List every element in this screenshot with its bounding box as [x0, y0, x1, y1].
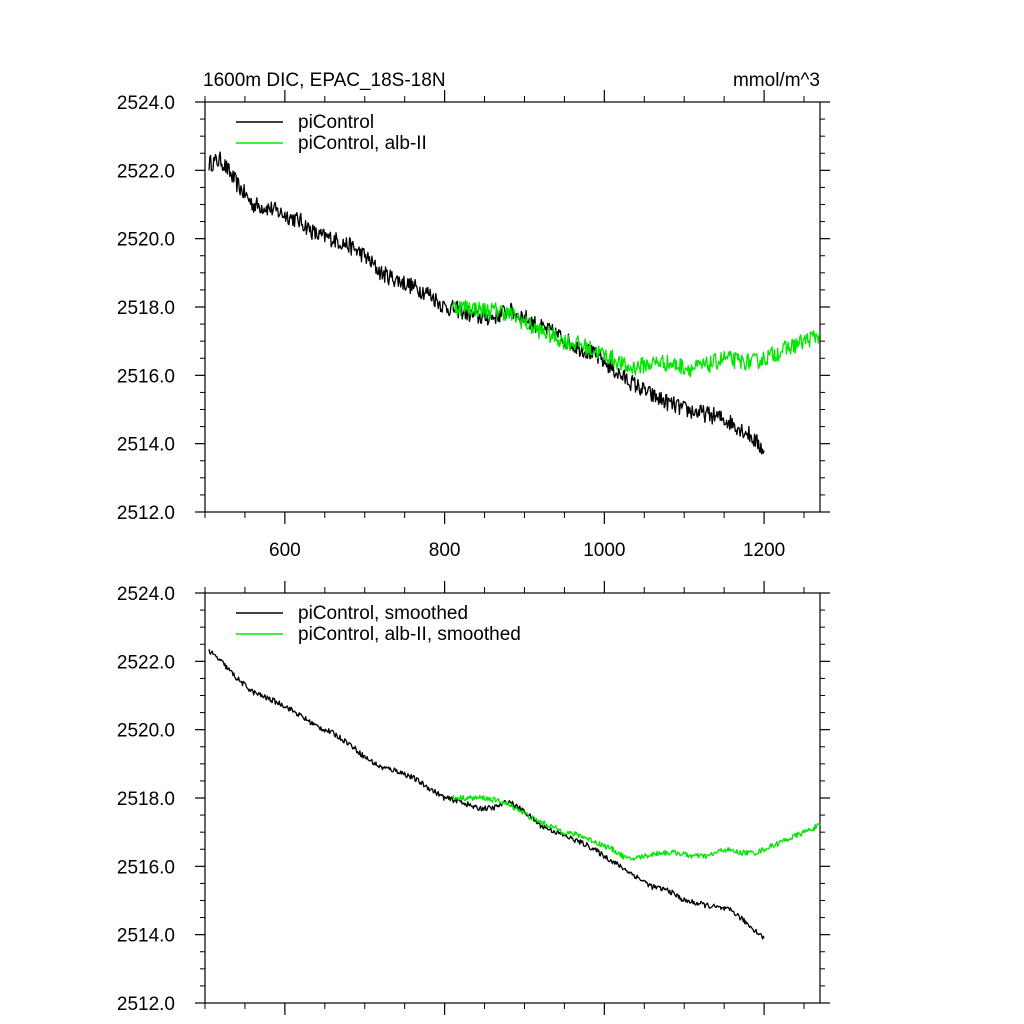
y-tick-label: 2518.0 — [117, 298, 175, 319]
y-tick-label: 2520.0 — [117, 721, 175, 742]
series-line-alb-ii — [452, 794, 821, 861]
y-tick-label: 2518.0 — [117, 789, 175, 810]
bottom-panel: 2512.0 2514.0 2516.0 2518.0 2520.0 2522.0 2524… — [117, 581, 830, 1015]
legend-label: piControl, alb-II, smoothed — [298, 624, 521, 645]
top-panel: 2512.0 2514.0 2516.0 2518.0 2520.0 2522.0 2524… — [117, 90, 830, 561]
y-tick-label: 2522.0 — [117, 652, 175, 673]
units-label: mmol/m^3 — [733, 70, 820, 91]
legend-label: piControl — [298, 112, 374, 133]
y-tick-label: 2516.0 — [117, 857, 175, 878]
y-tick-label: 2514.0 — [117, 435, 175, 456]
x-tick-label: 800 — [429, 540, 461, 561]
y-tick-label: 2512.0 — [117, 503, 175, 524]
y-tick-label: 2524.0 — [117, 584, 175, 605]
legend-label: piControl, alb-II — [298, 133, 427, 154]
y-tick-label: 2514.0 — [117, 926, 175, 947]
x-tick-label: 1000 — [583, 540, 625, 561]
y-tick-label: 2520.0 — [117, 230, 175, 251]
x-tick-label: 600 — [269, 540, 301, 561]
series-line-picontrol — [208, 649, 765, 940]
legend-label: piControl, smoothed — [298, 603, 468, 624]
series-line-picontrol — [208, 151, 765, 455]
y-tick-label: 2524.0 — [117, 93, 175, 114]
chart-title: 1600m DIC, EPAC_18S-18N — [203, 70, 446, 91]
y-tick-label: 2522.0 — [117, 161, 175, 182]
y-tick-label: 2512.0 — [117, 994, 175, 1015]
series-line-alb-ii — [451, 299, 821, 378]
x-tick-label: 1200 — [743, 540, 785, 561]
y-tick-label: 2516.0 — [117, 366, 175, 387]
plot-frame — [204, 592, 821, 1004]
